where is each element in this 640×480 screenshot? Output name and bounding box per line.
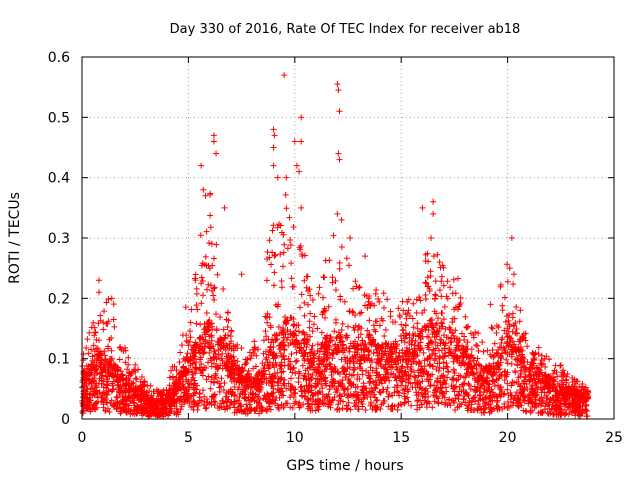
x-tick-label: 10 <box>286 430 304 446</box>
y-tick-label: 0.6 <box>48 50 70 66</box>
x-tick-labels: 0 5 10 15 20 25 <box>78 430 623 446</box>
x-tick-label: 20 <box>499 430 517 446</box>
y-tick-label: 0.2 <box>48 291 70 307</box>
y-tick-label: 0 <box>61 412 70 428</box>
x-axis-label: GPS time / hours <box>286 458 403 474</box>
y-tick-label: 0.5 <box>48 110 70 126</box>
y-tick-label: 0.4 <box>48 171 70 187</box>
data-points <box>79 72 592 420</box>
y-tick-labels: 0 0.1 0.2 0.3 0.4 0.5 0.6 <box>48 50 70 428</box>
x-tick-label: 0 <box>78 430 87 446</box>
axis-ticks <box>81 56 615 420</box>
y-axis-label: ROTI / TECUs <box>7 192 23 284</box>
x-tick-label: 25 <box>605 430 623 446</box>
y-tick-label: 0.3 <box>48 231 70 247</box>
x-tick-label: 5 <box>184 430 193 446</box>
x-tick-label: 15 <box>392 430 410 446</box>
y-tick-label: 0.1 <box>48 352 70 368</box>
chart-title: Day 330 of 2016, Rate Of TEC Index for r… <box>170 22 521 37</box>
scatter-markers <box>79 72 592 420</box>
grid <box>82 57 614 419</box>
